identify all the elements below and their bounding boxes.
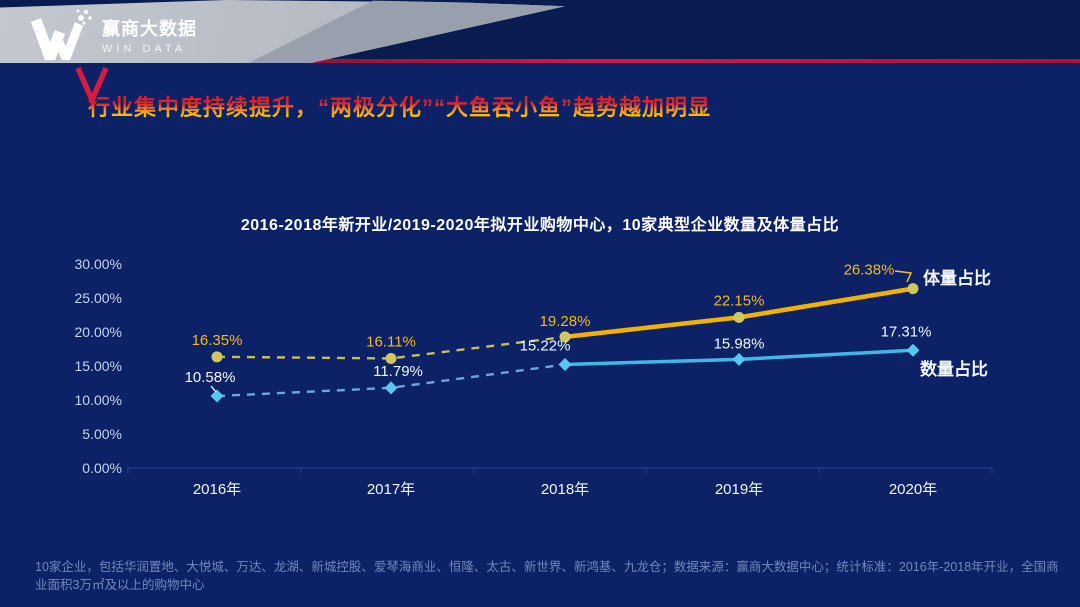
quantity-share-point-marker: [210, 389, 224, 403]
x-axis-category-label: 2017年: [367, 481, 415, 498]
y-axis-tick-label: 10.00%: [75, 392, 122, 408]
line-chart: 0.00% 5.00% 10.00% 15.00% 20.00% 25.00% 30.00%…: [75, 256, 993, 498]
y-axis-tick-label: 0.00%: [82, 460, 122, 476]
quantity-share-data-label: 10.58%: [185, 369, 236, 386]
quantity-share-point-marker: [732, 352, 746, 366]
quantity-share-data-label: 15.22%: [520, 338, 571, 355]
volume-share-data-label: 16.35%: [192, 332, 243, 349]
y-axis-tick-label: 30.00%: [75, 256, 122, 272]
quantity-share-point-marker: [558, 357, 572, 372]
brand-name: 赢商大数据: [102, 19, 197, 39]
volume-share-data-label: 22.15%: [714, 292, 765, 309]
volume-share-data-label: 26.38%: [844, 262, 895, 279]
x-axis-category-label: 2016年: [193, 481, 241, 498]
brand-banner: 赢商大数据 WIN DATA: [0, 0, 565, 63]
slide-headline: 行业集中度持续提升，“两极分化”“大鱼吞小鱼”趋势越加明显: [88, 90, 1028, 122]
x-axis-category-label: 2019年: [715, 481, 763, 498]
win-data-w-logo-icon: [30, 9, 92, 60]
volume-share-data-label: 16.11%: [366, 333, 416, 350]
quantity-share-data-label: 15.98%: [714, 335, 765, 352]
y-axis-tick-label: 25.00%: [75, 290, 122, 306]
header-red-stripe: [205, 59, 1080, 63]
quantity-share-point-marker: [384, 381, 398, 395]
series-label-volume-share: 体量占比: [923, 268, 991, 288]
volume-share-data-label: 19.28%: [540, 313, 591, 330]
x-axis-category-label: 2018年: [541, 481, 589, 498]
quantity-share-dashed-line: [216, 363, 566, 398]
leader-line-volume-2020: [894, 270, 913, 283]
volume-share-point-marker: [559, 331, 571, 343]
leader-line-quantity-2016: [210, 385, 217, 393]
footer-note: 10家企业，包括华润置地、大悦城、万达、龙湖、新城控股、爱琴海商业、恒隆、太古、…: [35, 560, 1059, 593]
quantity-share-data-label: 17.31%: [881, 323, 932, 340]
chart-title: 2016-2018年新开业/2019-2020年拟开业购物中心，10家典型企业数…: [240, 217, 840, 234]
volume-share-point-marker: [733, 311, 745, 323]
series-label-quantity-share: 数量占比: [920, 359, 988, 379]
y-axis-tick-label: 15.00%: [75, 358, 122, 374]
quantity-share-point-marker: [906, 343, 920, 357]
y-axis-tick-label: 5.00%: [82, 426, 122, 442]
volume-share-point-marker: [385, 352, 397, 364]
y-axis-tick-label: 20.00%: [75, 324, 122, 340]
volume-share-point-marker: [211, 351, 223, 363]
quantity-share-data-label: 11.79%: [373, 363, 423, 380]
red-v-arrow-icon: [75, 66, 109, 106]
volume-share-dashed-line: [216, 335, 566, 360]
volume-share-point-marker: [907, 283, 919, 295]
brand-subtitle: WIN DATA: [102, 43, 187, 55]
x-axis-category-label: 2020年: [889, 481, 937, 498]
